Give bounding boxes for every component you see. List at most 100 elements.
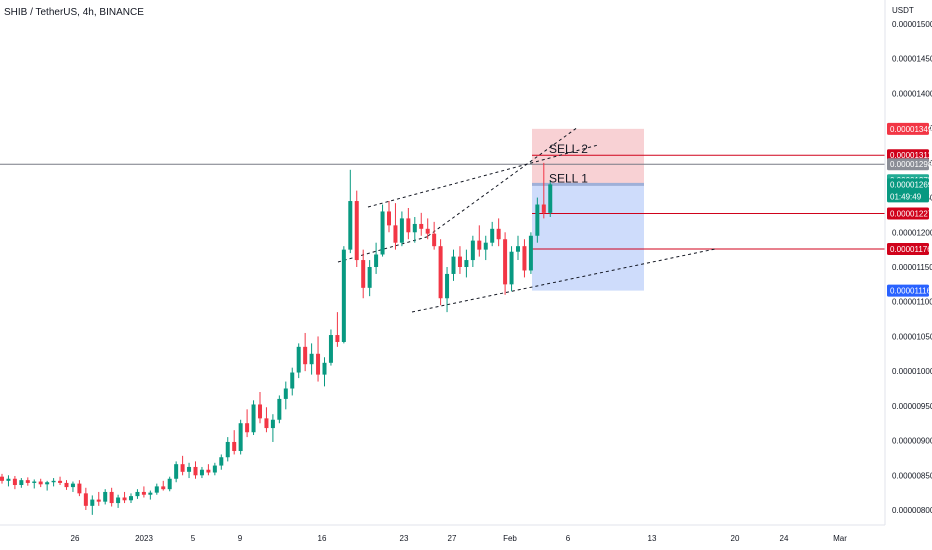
- candle-body: [367, 267, 372, 288]
- candle-body: [496, 228, 501, 240]
- candle-body: [470, 240, 475, 261]
- candle-body: [187, 466, 192, 472]
- candle-body: [374, 254, 379, 267]
- price-tick-label: 0.00000850: [892, 471, 932, 480]
- price-badge: [887, 284, 929, 297]
- price-tick-label: 0.00001150: [892, 263, 932, 272]
- candle-body: [141, 491, 146, 495]
- price-tick-label: 0.00001000: [892, 367, 932, 376]
- price-badge-text: 0.00001116: [890, 287, 932, 296]
- candle-body: [335, 335, 340, 342]
- candles: [0, 162, 553, 515]
- candle-body: [38, 481, 43, 485]
- candle-body: [399, 218, 404, 243]
- candle-body: [180, 464, 185, 472]
- time-tick-label: 16: [318, 534, 327, 543]
- zone-labels: SELL 2 SELL 1: [549, 142, 588, 185]
- price-badge: [887, 158, 929, 171]
- candle-body: [354, 201, 359, 261]
- candle-body: [490, 228, 495, 243]
- candle-body: [348, 201, 353, 250]
- candle-body: [232, 441, 237, 451]
- candle-body: [483, 242, 488, 250]
- candle-body: [361, 260, 366, 288]
- candle-body: [90, 499, 95, 506]
- candle-body: [477, 240, 482, 250]
- candle-body: [58, 480, 63, 483]
- price-tick-label: 0.00000800: [892, 506, 932, 515]
- price-badge-text: 0.00001311: [890, 151, 932, 160]
- candle-body: [25, 480, 30, 483]
- time-tick-label: Feb: [503, 534, 517, 543]
- candle-body: [154, 486, 159, 493]
- candle-body: [296, 346, 301, 373]
- candle-body: [419, 223, 424, 229]
- candle-body: [70, 483, 75, 488]
- price-badge: [887, 242, 929, 255]
- candle-body: [174, 464, 179, 479]
- candle-body: [516, 246, 520, 252]
- candle-body: [548, 184, 553, 213]
- candle-body: [309, 353, 314, 365]
- upper-channel-line: [367, 144, 599, 208]
- price-badge: [887, 207, 929, 220]
- candle-body: [528, 235, 533, 271]
- time-tick-label: 2023: [135, 534, 153, 543]
- candle-body: [290, 372, 295, 389]
- time-tick-label: 24: [780, 534, 789, 543]
- candle-body: [406, 218, 411, 233]
- time-tick-label: 6: [566, 534, 571, 543]
- candle-body: [264, 418, 269, 429]
- candle-body: [96, 499, 101, 502]
- time-tick-label: 13: [648, 534, 657, 543]
- time-tick-label: 9: [238, 534, 243, 543]
- candle-body: [122, 497, 127, 501]
- candle-body: [251, 404, 256, 433]
- price-tick-label: 0.00001200: [892, 228, 932, 237]
- candle-body: [238, 423, 243, 451]
- candle-body: [380, 211, 385, 255]
- price-badge-text: 0.00001269: [890, 180, 932, 189]
- candle-body: [161, 486, 166, 490]
- candle-body: [464, 260, 469, 267]
- candle-body: [206, 469, 211, 473]
- price-axis[interactable]: USDT 0.00001500 0.00001450 0.00001400 0.0000…: [884, 0, 932, 525]
- price-tick-label: 0.00001100: [892, 298, 932, 307]
- candle-body: [109, 491, 114, 504]
- stop-zone: [532, 128, 644, 185]
- candle-body: [225, 441, 230, 458]
- candle-body: [193, 466, 198, 476]
- candle-body: [148, 492, 153, 495]
- price-tick-label: 0.00000950: [892, 402, 932, 411]
- candle-body: [387, 211, 391, 226]
- candle-body: [445, 273, 450, 299]
- candle-body: [438, 246, 443, 299]
- candle-body: [32, 481, 37, 483]
- candle-body: [77, 483, 82, 494]
- price-badge-text: 0.00001227: [890, 210, 932, 219]
- candle-body: [51, 480, 56, 483]
- candle-body: [167, 478, 172, 490]
- candle-body: [219, 457, 224, 466]
- candle-body: [283, 388, 288, 399]
- time-tick-label: 5: [191, 534, 196, 543]
- candle-body: [457, 256, 462, 267]
- candle-body: [6, 478, 11, 481]
- candle-body: [45, 482, 50, 485]
- sell2-label: SELL 2: [549, 142, 588, 156]
- candle-body: [245, 423, 250, 433]
- inner-wedge-line: [427, 126, 579, 237]
- price-badge: [887, 178, 929, 203]
- currency-label: USDT: [892, 6, 914, 15]
- price-tick-label: 0.00001050: [892, 332, 932, 341]
- candle-body: [522, 246, 527, 271]
- level-lines: [0, 154, 885, 250]
- time-tick-label: Mar: [833, 534, 847, 543]
- price-badge: [887, 149, 929, 162]
- time-axis[interactable]: 26 2023 5 9 16 23 27 Feb 6 13 20 24 Mar: [0, 524, 885, 543]
- price-tick-label: 0.00000900: [892, 437, 932, 446]
- candle-body: [12, 478, 17, 486]
- candle-body: [199, 469, 204, 476]
- price-tick-label: 0.00001450: [892, 55, 932, 64]
